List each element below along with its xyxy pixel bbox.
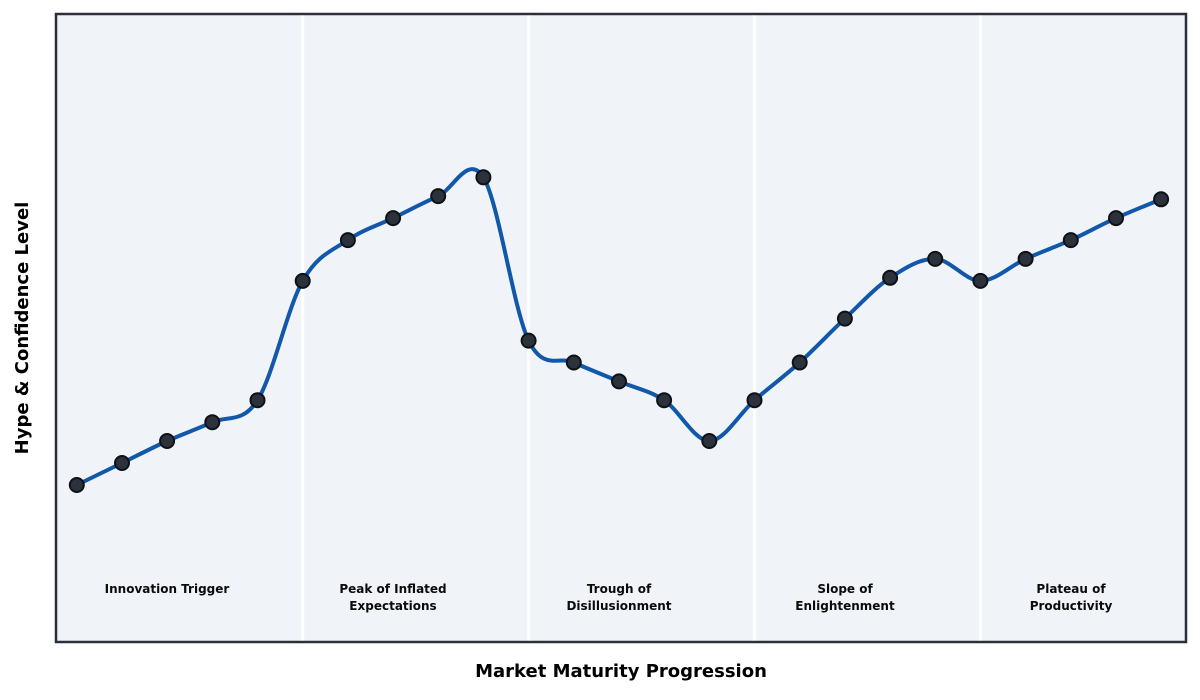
plot-background [56,14,1186,642]
x-axis-label: Market Maturity Progression [475,661,767,682]
data-point [611,373,627,390]
data-point [475,169,492,186]
y-axis-label: Hype & Confidence Level [12,201,33,455]
phase-label-trough-of-disillusionment: Trough of Disillusionment [566,582,672,613]
data-point [249,392,266,409]
data-point [159,433,176,449]
data-point [927,250,944,267]
data-point [972,272,989,289]
data-point [430,188,447,205]
data-point [656,392,673,409]
data-point [68,477,85,493]
data-point [294,272,311,289]
data-point [746,392,763,409]
phase-label-peak-of-inflated-expectations: Peak of Inflated Expectations [339,582,447,613]
data-point [1017,250,1034,267]
phase-label-plateau-of-productivity: Plateau of Productivity [1029,582,1113,613]
data-point [339,232,356,249]
data-point [1153,191,1170,208]
data-point [114,455,130,471]
phase-label-slope-of-enlightenment: Slope of Enlightenment [795,582,895,613]
data-point [701,433,718,449]
hype-curve [74,167,1164,487]
data-point [1062,232,1079,249]
data-point [385,210,402,227]
phase-label-innovation-trigger: Innovation Trigger [104,582,230,596]
data-point [882,269,899,286]
plot-border [54,12,1188,644]
data-point [1108,210,1124,227]
data-point [836,310,853,327]
data-point [520,332,537,349]
data-point [204,414,221,431]
data-point [565,354,582,371]
data-point [791,354,808,371]
